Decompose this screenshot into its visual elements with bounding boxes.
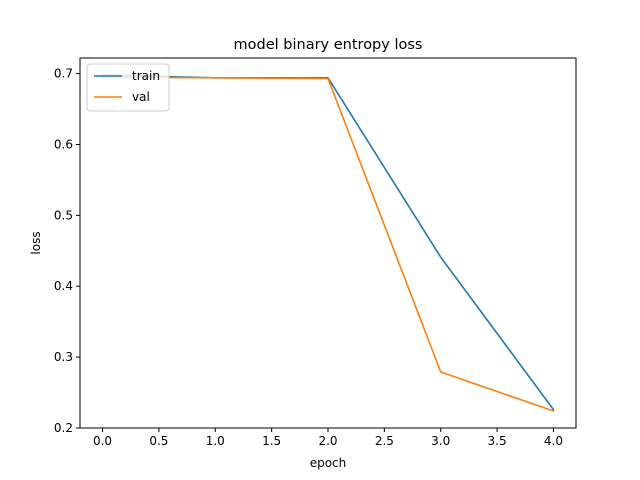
x-axis: 0.0 0.5 1.0 1.5 2.0 2.5 3.0 3.5 4.0 <box>93 428 563 448</box>
chart-title: model binary entropy loss <box>234 37 423 53</box>
x-tick-label: 2.5 <box>375 434 394 448</box>
legend: train val <box>86 63 170 112</box>
y-tick-label: 0.2 <box>54 421 73 435</box>
x-axis-label: epoch <box>310 456 347 470</box>
x-tick-label: 3.0 <box>431 434 450 448</box>
series-line-val <box>101 76 555 413</box>
y-tick-label: 0.3 <box>54 350 73 364</box>
y-tick-label: 0.6 <box>54 137 73 151</box>
y-tick-label: 0.4 <box>54 279 73 293</box>
series-line-train <box>101 74 555 411</box>
x-tick-label: 1.0 <box>206 434 225 448</box>
x-tick-label: 2.0 <box>318 434 337 448</box>
y-axis: 0.2 0.3 0.4 0.5 0.6 0.7 <box>54 67 80 435</box>
y-axis-label: loss <box>29 231 43 254</box>
x-tick-label: 1.5 <box>262 434 281 448</box>
x-tick-label: 0.5 <box>149 434 168 448</box>
x-tick-label: 4.0 <box>544 434 563 448</box>
y-tick-label: 0.5 <box>54 208 73 222</box>
legend-label-train: train <box>132 69 160 83</box>
y-tick-label: 0.7 <box>54 67 73 81</box>
plot-frame <box>79 57 577 429</box>
x-tick-label: 3.5 <box>488 434 507 448</box>
series-lines <box>101 74 555 413</box>
x-tick-label: 0.0 <box>93 434 112 448</box>
legend-label-val: val <box>132 90 150 104</box>
